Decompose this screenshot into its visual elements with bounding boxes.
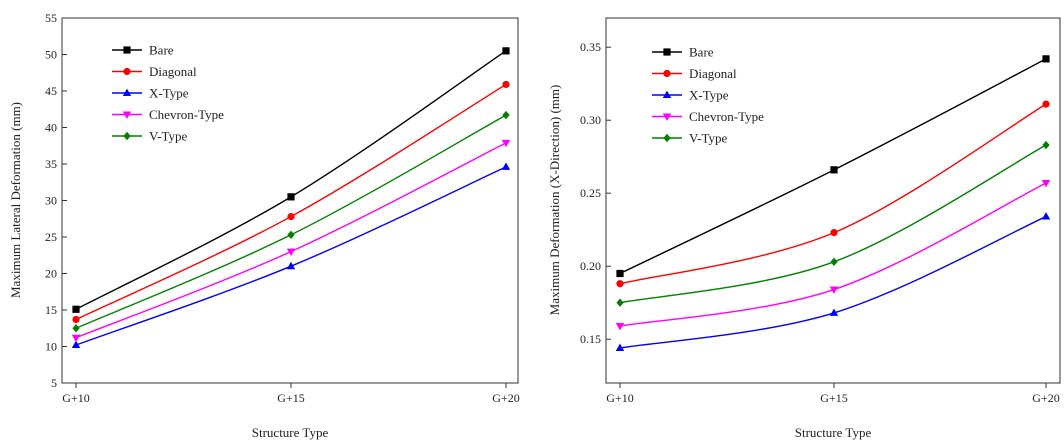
y-tick-label: 0.30 <box>580 113 601 127</box>
x-tick-label: G+15 <box>820 391 847 405</box>
data-point-bare <box>1042 55 1050 63</box>
legend-label: X-Type <box>689 88 729 103</box>
y-tick-label: 10 <box>45 340 57 354</box>
data-point-x-type <box>286 261 296 270</box>
data-point-v-type <box>502 110 510 120</box>
data-point-diagonal <box>287 212 295 221</box>
series-line-v-type <box>75 114 507 329</box>
data-point-x-type <box>615 343 625 351</box>
data-point-chevron-type <box>615 323 625 331</box>
legend-marker <box>662 90 672 98</box>
data-point-bare <box>287 193 295 201</box>
series-line-diagonal <box>75 83 507 321</box>
legend-label: X-Type <box>149 86 189 101</box>
data-point-chevron-type <box>71 334 81 343</box>
y-axis-label: Maximum Lateral Deformation (mm) <box>8 102 23 298</box>
y-tick-label: 0.25 <box>580 186 601 200</box>
data-point-v-type <box>287 230 295 240</box>
y-tick-label: 35 <box>45 157 57 171</box>
y-tick-label: 20 <box>45 267 57 281</box>
series-line-bare <box>75 50 507 310</box>
legend-marker <box>663 133 671 143</box>
legend-marker <box>122 111 132 119</box>
y-tick-label: 0.20 <box>580 259 601 273</box>
y-tick-label: 15 <box>45 303 57 317</box>
legend-marker <box>123 131 131 141</box>
x-tick-label: G+20 <box>1032 391 1059 405</box>
chart-2: 0.15 0.20 0.25 0.30 0.35 G+10 G+15 G+20 Structur… <box>547 17 1061 440</box>
data-point-diagonal <box>502 80 510 89</box>
chart-1: 5 10 15 20 25 30 35 40 45 50 55 G+10 G+15 G+20 Structu… <box>8 11 520 440</box>
plot-frame <box>61 17 519 384</box>
series-line-chevron-type <box>75 142 507 339</box>
data-point-bare <box>830 166 838 174</box>
y-tick-label: 45 <box>45 84 57 98</box>
legend-marker <box>663 48 671 56</box>
data-point-x-type <box>829 308 839 316</box>
y-tick-label: 55 <box>45 11 57 25</box>
y-tick-label: 50 <box>45 48 57 62</box>
legend-marker <box>122 88 132 96</box>
series-line-diagonal <box>619 103 1047 285</box>
legend-marker <box>123 46 131 54</box>
x-tick-label: G+10 <box>62 391 89 405</box>
y-tick-label: 5 <box>51 376 57 390</box>
data-point-bare <box>616 269 624 278</box>
legend-label: Diagonal <box>149 64 197 79</box>
y-axis-label: Maximum Deformation (X-Direction) (mm) <box>547 85 562 316</box>
series-line-chevron-type <box>619 182 1047 327</box>
x-tick-label: G+20 <box>492 391 519 405</box>
x-axis-label: Structure Type <box>252 425 329 440</box>
data-point-diagonal <box>1042 100 1050 108</box>
data-point-bare <box>502 47 510 55</box>
y-tick-label: 0.35 <box>580 40 601 54</box>
legend-label: Bare <box>149 43 174 58</box>
legend-marker <box>663 69 671 78</box>
data-point-x-type <box>71 340 81 349</box>
data-point-v-type <box>616 298 624 307</box>
data-point-chevron-type <box>501 139 511 148</box>
data-point-chevron-type <box>1041 179 1051 188</box>
x-tick-label: G+10 <box>606 391 633 405</box>
data-point-v-type <box>830 257 838 267</box>
legend-label: Chevron-Type <box>149 107 224 122</box>
data-point-chevron-type <box>829 286 839 294</box>
legend-marker <box>123 67 131 76</box>
data-point-v-type <box>72 324 80 333</box>
y-tick-label: 30 <box>45 194 57 208</box>
data-point-diagonal <box>830 229 838 237</box>
series-line-bare <box>619 58 1047 275</box>
series-line-x-type <box>619 215 1047 349</box>
legend-label: V-Type <box>689 131 728 146</box>
x-tick-label: G+15 <box>277 391 304 405</box>
legend-marker <box>662 113 672 121</box>
data-point-diagonal <box>616 280 624 288</box>
y-tick-label: 40 <box>45 121 57 135</box>
x-axis-label: Structure Type <box>795 425 872 440</box>
plot-frame <box>605 17 1061 384</box>
legend-label: Chevron-Type <box>689 109 764 124</box>
y-tick-label: 25 <box>45 230 57 244</box>
legend-label: Bare <box>689 45 714 60</box>
legend-label: V-Type <box>149 129 188 144</box>
data-point-v-type <box>1042 140 1050 150</box>
data-point-x-type <box>1041 212 1051 220</box>
y-tick-label: 0.15 <box>580 332 601 346</box>
data-point-x-type <box>501 162 511 170</box>
data-point-chevron-type <box>286 248 296 256</box>
legend-label: Diagonal <box>689 66 737 81</box>
data-point-diagonal <box>72 315 80 324</box>
data-point-bare <box>72 305 80 313</box>
